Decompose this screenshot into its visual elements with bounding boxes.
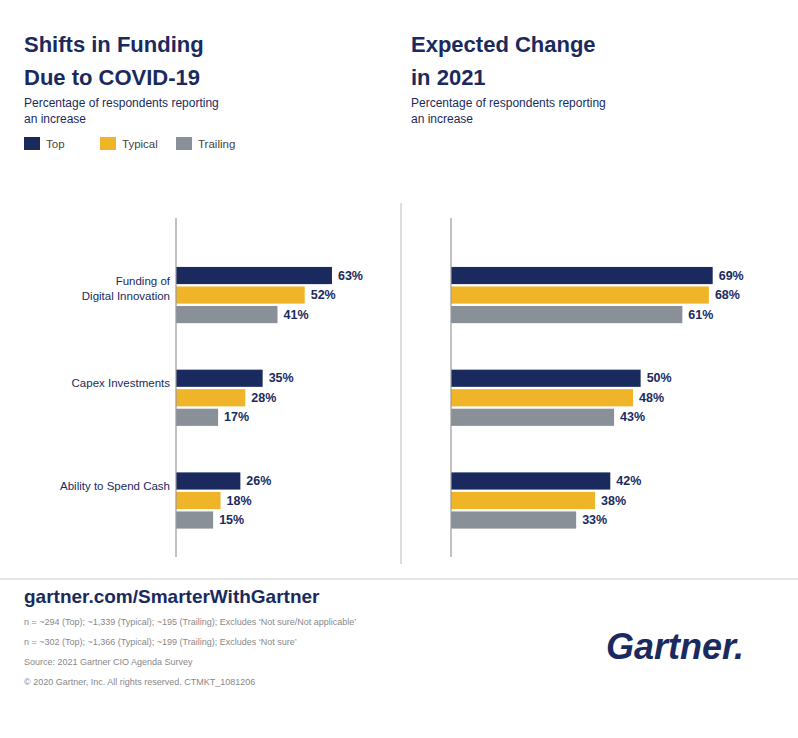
bars <box>176 267 332 529</box>
data-label: 26% <box>246 474 271 488</box>
text-line: Percentage of respondents reporting <box>411 96 606 110</box>
text-line: Digital Innovation <box>82 290 170 302</box>
data-label: 43% <box>620 410 645 424</box>
title: Expected Change in 2021 <box>411 32 596 90</box>
title: Shifts in Funding Due to COVID-19 <box>24 32 204 90</box>
bar <box>176 409 218 426</box>
subtitle: Percentage of respondents reporting an in… <box>24 96 219 126</box>
data-label: 35% <box>269 371 294 385</box>
bar <box>451 370 641 387</box>
axis-line <box>450 218 451 557</box>
chart: Shifts in Funding Due to COVID-19 Percenta… <box>0 0 798 738</box>
footnote: Source: 2021 Gartner CIO Agenda Survey <box>24 657 193 667</box>
category-label: Ability to Spend Cash <box>60 480 170 492</box>
text-line: Expected Change <box>411 32 596 57</box>
legend-entry: Top <box>46 138 65 150</box>
footnote: n = ~294 (Top); ~1,339 (Typical); ~195 (… <box>24 617 356 627</box>
background <box>0 0 798 738</box>
data-label: 28% <box>251 391 276 405</box>
data-label: 17% <box>224 410 249 424</box>
url-text: gartner.com/SmarterWithGartner <box>24 586 320 607</box>
bar <box>451 286 709 303</box>
text-line: Capex Investments <box>72 377 171 389</box>
text-line: Due to COVID-19 <box>24 65 200 90</box>
bar <box>176 267 332 284</box>
text-line: Funding of <box>116 275 171 287</box>
bar <box>451 389 633 406</box>
bar <box>451 511 576 528</box>
data-label: 69% <box>719 269 744 283</box>
data-label: 68% <box>715 288 740 302</box>
axis-line <box>175 218 176 557</box>
legend-swatch <box>24 137 40 150</box>
bar <box>451 409 614 426</box>
text-line: in 2021 <box>411 65 486 90</box>
bar <box>451 306 682 323</box>
data-labels: 63% 35% 26% 52% 28% 18% 41% 17% 15% <box>219 269 363 527</box>
data-label: 63% <box>338 269 363 283</box>
data-label: 48% <box>639 391 664 405</box>
bar <box>176 286 305 303</box>
text-line: Shifts in Funding <box>24 32 204 57</box>
subtitle: Percentage of respondents reporting an in… <box>411 96 606 126</box>
data-label: 61% <box>688 308 713 322</box>
category-label: Capex Investments <box>72 377 171 389</box>
legend-swatch <box>176 137 192 150</box>
bar <box>176 492 221 509</box>
data-label: 52% <box>311 288 336 302</box>
bar <box>451 267 713 284</box>
data-label: 38% <box>601 494 626 508</box>
text-line: an increase <box>24 112 86 126</box>
panel-divider <box>401 203 402 564</box>
text-line: an increase <box>411 112 473 126</box>
footer-divider <box>0 579 798 580</box>
legend-entry: Trailing <box>198 138 235 150</box>
logo: Gartner. <box>606 626 744 667</box>
data-label: 41% <box>284 308 309 322</box>
category-label: Funding of Digital Innovation <box>82 275 171 302</box>
footnote: n = ~302 (Top); ~1,366 (Typical); ~199 (… <box>24 637 297 647</box>
bar <box>176 389 245 406</box>
legend-entry: Typical <box>122 138 158 150</box>
legend: Top Typical Trailing <box>24 137 235 150</box>
bars <box>451 267 713 529</box>
bar <box>176 306 278 323</box>
footnote: © 2020 Gartner, Inc. All rights reserved… <box>24 677 255 687</box>
bar <box>176 472 240 489</box>
text-line: Percentage of respondents reporting <box>24 96 219 110</box>
bar <box>176 370 263 387</box>
data-label: 50% <box>647 371 672 385</box>
data-label: 18% <box>227 494 252 508</box>
text-line: Ability to Spend Cash <box>60 480 170 492</box>
data-label: 42% <box>616 474 641 488</box>
data-label: 15% <box>219 513 244 527</box>
bar <box>451 492 595 509</box>
bar <box>176 511 213 528</box>
bar <box>451 472 610 489</box>
data-label: 33% <box>582 513 607 527</box>
legend-swatch <box>100 137 116 150</box>
data-labels: 69% 50% 42% 68% 48% 38% 61% 43% 33% <box>582 269 744 527</box>
